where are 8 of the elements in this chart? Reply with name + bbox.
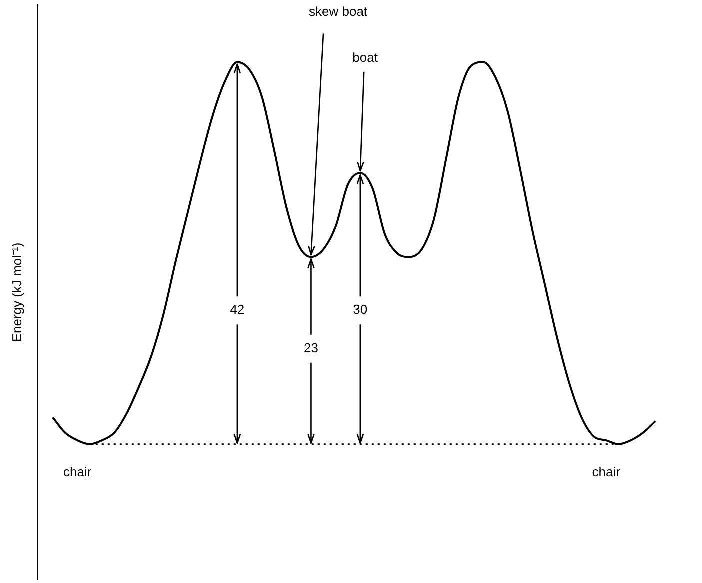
annotation: boat [352,50,378,66]
annotation: 42 [230,302,245,318]
annotation: 30 [353,302,368,318]
y-axis-title: Energy (kJ mol⁻¹) [9,242,24,342]
text: chair [63,464,92,480]
text: skew boat [309,4,368,20]
text: chair [592,464,622,480]
annotation: 23 [304,340,318,356]
